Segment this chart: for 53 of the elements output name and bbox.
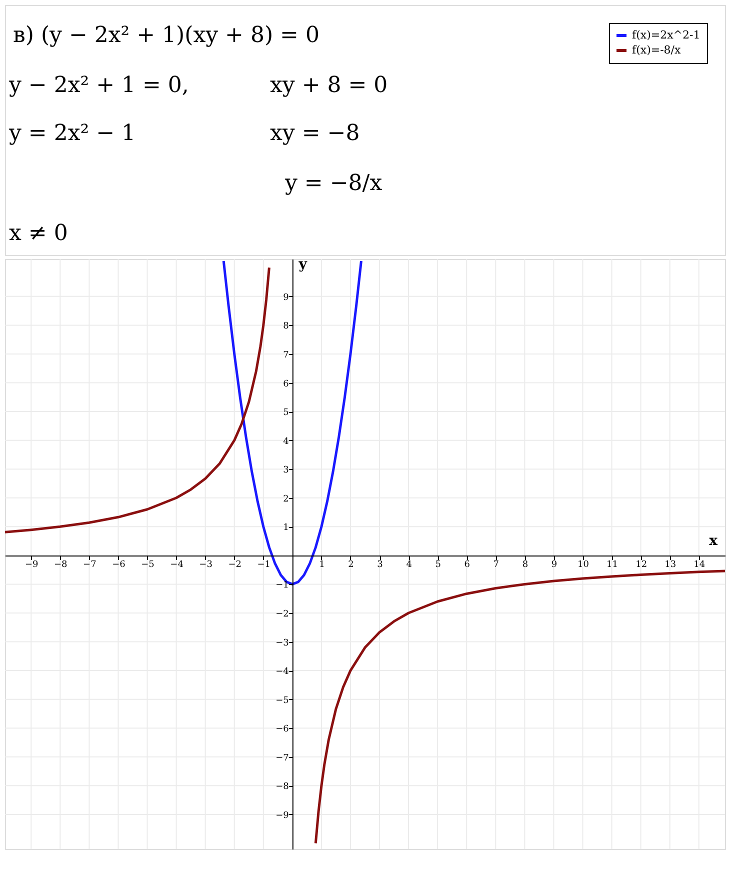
text: xy = −8: [270, 121, 360, 146]
text: y − 2x² + 1 = 0,: [8, 73, 189, 98]
y-axis-title: y: [298, 256, 308, 272]
y-tick-label: 3: [283, 466, 290, 476]
y-tick-label: 7: [283, 350, 290, 360]
x-tick-label: 7: [493, 560, 500, 570]
y-tick-label: 6: [283, 379, 290, 390]
text: в) (y − 2x² + 1)(xy + 8) = 0: [13, 23, 320, 48]
x-axis-title: x: [709, 532, 718, 549]
x-tick-label: −6: [112, 560, 126, 570]
y-tick-label: −5: [276, 696, 290, 706]
x-tick-label: 9: [551, 560, 558, 570]
x-tick-label: 2: [348, 560, 354, 570]
line-series: [222, 260, 362, 586]
x-tick-label: −9: [24, 560, 39, 570]
x-tick-label: −3: [199, 560, 213, 570]
y-tick-label: −4: [276, 667, 290, 678]
y-tick-label: 5: [283, 408, 290, 418]
x-tick-label: 11: [606, 560, 618, 570]
x-tick-label: −1: [257, 560, 271, 570]
text: xy + 8 = 0: [270, 73, 388, 98]
x-tick-label: 6: [464, 560, 470, 570]
y-tick-label: 2: [283, 494, 289, 504]
text: y = −8/x: [284, 171, 383, 196]
y-tick-label: 8: [283, 322, 290, 332]
x-tick-label: 8: [522, 560, 528, 570]
x-tick-label: 10: [578, 560, 590, 570]
y-tick-label: −9: [276, 810, 290, 821]
x-tick-label: −2: [228, 560, 242, 570]
y-tick-label: 4: [283, 436, 290, 447]
x-tick-label: 1: [319, 560, 325, 570]
x-tick-label: 12: [636, 560, 648, 570]
y-tick-label: −8: [276, 782, 290, 792]
x-tick-label: 5: [435, 560, 442, 570]
y-tick-label: 1: [283, 523, 289, 534]
text: y = 2x² − 1: [8, 121, 136, 146]
y-tick-label: −6: [276, 724, 290, 735]
x-tick-label: −7: [83, 560, 97, 570]
x-tick-label: 13: [664, 560, 676, 570]
legend-label: f(x)=2x^2-1: [632, 28, 700, 42]
x-tick-label: −8: [54, 560, 68, 570]
y-tick-label: −3: [276, 638, 290, 648]
x-tick-label: 4: [406, 560, 412, 570]
text: x ≠ 0: [9, 221, 68, 246]
x-tick-label: 14: [694, 560, 706, 570]
x-tick-label: 3: [377, 560, 384, 570]
x-tick-label: −4: [170, 560, 184, 570]
legend-label: f(x)=-8/x: [632, 44, 682, 56]
y-tick-label: 9: [283, 292, 290, 303]
y-tick-label: −2: [276, 610, 289, 620]
y-tick-label: −7: [276, 753, 290, 764]
y-tick-label: −1: [276, 580, 289, 591]
x-tick-label: −5: [141, 560, 155, 570]
